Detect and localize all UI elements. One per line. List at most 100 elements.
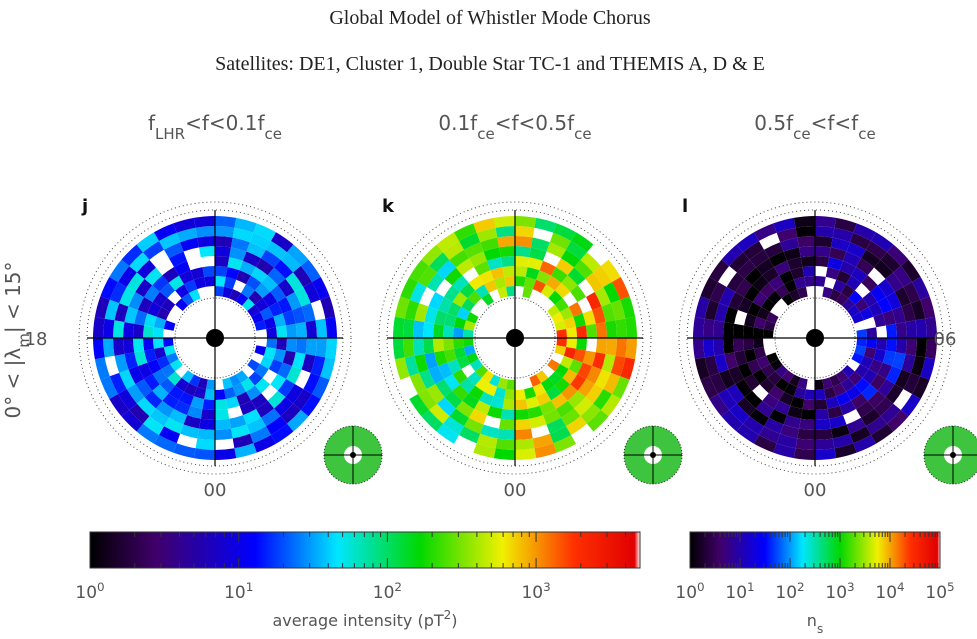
polar-cell bbox=[294, 287, 311, 307]
polar-cell bbox=[421, 244, 443, 266]
polar-cell bbox=[268, 302, 283, 317]
polar-cell bbox=[901, 303, 916, 322]
polar-cell bbox=[251, 312, 264, 324]
polar-cell bbox=[776, 227, 798, 243]
tick-label: 100 bbox=[675, 580, 704, 603]
polar-cell bbox=[426, 384, 445, 404]
polar-cell bbox=[553, 435, 576, 453]
polar-cell bbox=[736, 232, 759, 253]
polar-cell bbox=[206, 379, 215, 390]
polar-cell bbox=[195, 438, 215, 450]
polar-cell bbox=[877, 379, 895, 398]
polar-cell bbox=[752, 291, 768, 307]
polar-cell bbox=[467, 371, 482, 386]
polar-cell bbox=[780, 237, 799, 252]
tick-base: 10 bbox=[775, 583, 797, 603]
polar-cell bbox=[866, 416, 887, 435]
polar-cell bbox=[200, 408, 215, 421]
polar-cell bbox=[276, 338, 287, 351]
polar-cell bbox=[453, 347, 467, 360]
tick-exponent: 0 bbox=[697, 580, 705, 594]
polar-cell bbox=[400, 277, 418, 300]
polar-cell bbox=[612, 277, 630, 300]
polar-cell bbox=[797, 377, 808, 390]
polar-cell bbox=[459, 232, 481, 250]
polar-cell bbox=[119, 287, 136, 307]
polar-cell bbox=[610, 299, 626, 321]
polar-cell bbox=[712, 338, 725, 356]
polar-cell bbox=[554, 320, 567, 331]
polar-cell bbox=[452, 291, 468, 307]
polar-cell bbox=[409, 394, 430, 417]
polar-cell bbox=[325, 316, 337, 338]
polar-cell bbox=[862, 369, 878, 385]
polar-cell bbox=[789, 289, 801, 302]
polar-cell bbox=[815, 245, 831, 258]
polar-cell bbox=[793, 216, 815, 228]
polar-cell bbox=[190, 396, 205, 409]
polar-cell bbox=[752, 327, 764, 338]
tick-exponent: 0 bbox=[97, 580, 105, 594]
polar-cell bbox=[502, 399, 515, 410]
polar-cell bbox=[600, 259, 621, 282]
polar-cell bbox=[100, 277, 118, 300]
polar-cell bbox=[136, 232, 159, 253]
polar-cell bbox=[549, 232, 571, 250]
polar-cell bbox=[166, 352, 179, 364]
guide-circle bbox=[378, 201, 652, 475]
polar-cell bbox=[832, 383, 846, 397]
polar-cell bbox=[561, 249, 581, 268]
polar-cell bbox=[444, 267, 463, 286]
polar-cell bbox=[103, 338, 115, 358]
polar-cell bbox=[568, 359, 583, 374]
polar-cell bbox=[199, 418, 215, 430]
polar-cell bbox=[546, 417, 566, 434]
polar-cell bbox=[585, 384, 604, 404]
polar-cell bbox=[215, 399, 228, 410]
polar-cell bbox=[885, 384, 904, 404]
polar-cell bbox=[129, 403, 150, 424]
polar-cell bbox=[836, 293, 849, 306]
polar-cell bbox=[600, 394, 621, 417]
polar-cell bbox=[261, 408, 281, 427]
polar-cell bbox=[154, 223, 177, 241]
polar-cell bbox=[190, 267, 205, 280]
polar-cell bbox=[560, 307, 574, 321]
polar-cell bbox=[603, 282, 621, 304]
polar-cell bbox=[749, 408, 769, 427]
polar-cell bbox=[292, 306, 306, 324]
polar-cell bbox=[912, 376, 930, 399]
polar-cell bbox=[774, 260, 791, 276]
polar-cell bbox=[515, 438, 535, 450]
polar-cell bbox=[181, 293, 194, 306]
polar-cell bbox=[729, 403, 750, 424]
polar-cell bbox=[625, 338, 637, 360]
polar-cell bbox=[475, 284, 489, 299]
polar-cell bbox=[736, 259, 756, 279]
polar-cell bbox=[718, 389, 737, 410]
polar-cell bbox=[449, 408, 469, 427]
colorbar bbox=[89, 531, 641, 569]
polar-cell bbox=[556, 338, 567, 347]
polar-cell bbox=[566, 416, 587, 435]
polar-cell bbox=[536, 391, 551, 406]
colorbar-label-part: n bbox=[807, 611, 817, 630]
polar-cell bbox=[594, 287, 611, 307]
polar-cell bbox=[225, 396, 240, 409]
polar-cell bbox=[112, 338, 125, 356]
polar-cell bbox=[253, 435, 276, 453]
polar-cell bbox=[848, 290, 863, 305]
polar-cell bbox=[726, 272, 745, 292]
polar-cell bbox=[224, 276, 237, 290]
polar-cell bbox=[709, 394, 730, 417]
polar-cell bbox=[421, 410, 443, 432]
polar-cell bbox=[144, 313, 157, 328]
polar-cell bbox=[222, 377, 233, 390]
polar-cell bbox=[484, 279, 498, 293]
polar-cell bbox=[124, 352, 138, 370]
polar-cell bbox=[625, 316, 637, 338]
polar-cell bbox=[759, 282, 776, 299]
polar-cell bbox=[856, 329, 867, 338]
panel-header-part: <f<f bbox=[811, 111, 860, 135]
polar-cell bbox=[515, 216, 537, 228]
